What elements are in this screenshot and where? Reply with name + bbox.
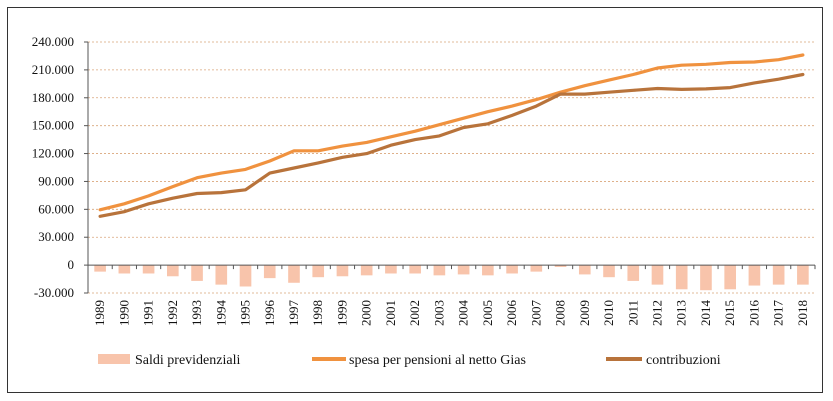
bar-saldi-2010 [603, 265, 615, 278]
y-tick-label: 180.000 [32, 90, 74, 105]
bar-series-saldi-previdenziali [94, 265, 809, 291]
bar-saldi-1990 [118, 265, 131, 274]
y-tick-label: 210.000 [32, 62, 74, 77]
bar-saldi-2015 [724, 265, 736, 290]
y-tick-label: 150.000 [32, 118, 74, 133]
y-tick-label: 90.000 [38, 173, 74, 188]
x-tick-label: 2009 [577, 300, 592, 326]
x-tick-label: 1989 [92, 300, 107, 326]
bar-saldi-1999 [336, 265, 349, 277]
line-series [98, 53, 805, 218]
bar-saldi-1992 [167, 265, 179, 277]
x-tick-label: 2014 [698, 300, 713, 327]
x-tick-label: 2005 [480, 300, 495, 326]
bar-saldi-2003 [433, 265, 446, 276]
legend-label-saldi-previdenziali: Saldi previdenziali [135, 353, 240, 368]
legend-label-spesa-per-pensioni: spesa per pensioni al netto Gias [349, 353, 526, 368]
x-tick-label: 2016 [746, 300, 761, 327]
x-tick-label: 1997 [286, 300, 301, 327]
gridlines [88, 41, 815, 294]
x-tick-label: 2010 [601, 300, 616, 326]
x-tick-label: 1990 [116, 300, 131, 326]
bar-saldi-2012 [651, 265, 664, 285]
x-tick-label: 2002 [407, 300, 422, 326]
x-tick-label: 2018 [795, 300, 810, 326]
bar-saldi-2009 [578, 265, 591, 275]
chart-frame [7, 7, 823, 393]
bar-saldi-2001 [385, 265, 397, 274]
bar-saldi-2006 [506, 265, 518, 274]
x-tick-label: 1999 [334, 300, 349, 326]
x-tick-label: 2003 [431, 300, 446, 326]
x-tick-label: 2006 [504, 300, 519, 327]
line-spesa-per-pensioni [98, 53, 805, 212]
x-tick-labels: 1989 1990 1991 1992 1993 1994 1995 1996 1997 1998… [87, 265, 816, 327]
bar-saldi-1996 [263, 265, 276, 279]
y-tick-label: 120.000 [32, 146, 74, 161]
bar-saldi-2013 [675, 265, 688, 290]
legend-label-contribuzioni: contribuzioni [646, 353, 721, 368]
x-tick-label: 1991 [141, 300, 156, 326]
bar-saldi-2011 [627, 265, 640, 281]
bar-saldi-2002 [409, 265, 421, 274]
y-tick-label: 60.000 [38, 201, 74, 216]
x-tick-label: 1993 [189, 300, 204, 326]
x-tick-label: 1992 [165, 300, 180, 326]
y-tick-labels: 240.000 210.000 180.000 150.000 120.000 90.00… [32, 34, 88, 300]
bar-saldi-1989 [94, 265, 106, 272]
bar-saldi-2000 [360, 265, 373, 276]
bar-saldi-1995 [239, 265, 252, 287]
x-tick-label: 2008 [553, 300, 568, 326]
bar-saldi-2008 [554, 265, 567, 267]
x-tick-label: 2015 [722, 300, 737, 326]
x-tick-label: 2011 [625, 300, 640, 326]
y-tick-label: 30.000 [38, 229, 74, 244]
bar-saldi-2004 [457, 265, 470, 275]
bar-saldi-2016 [748, 265, 761, 286]
x-tick-label: 2004 [456, 300, 471, 327]
x-tick-label: 1995 [238, 300, 253, 326]
y-tick-label: 0 [68, 257, 75, 272]
bar-saldi-2014 [700, 265, 712, 291]
legend-swatch-saldi-previdenziali [98, 354, 130, 364]
y-tick-label: -30.000 [34, 285, 74, 300]
bar-saldi-1998 [312, 265, 325, 278]
x-tick-label: 2000 [359, 300, 374, 326]
x-tick-label: 2017 [771, 300, 786, 327]
x-tick-label: 2013 [674, 300, 689, 326]
x-tick-label: 1994 [213, 300, 228, 327]
x-tick-label: 2001 [383, 300, 398, 326]
x-tick-label: 2007 [528, 300, 543, 327]
bar-saldi-2018 [797, 265, 809, 285]
legend: Saldi previdenziali spesa per pensioni a… [98, 353, 721, 368]
bar-saldi-2017 [772, 265, 785, 285]
bar-saldi-1994 [215, 265, 228, 285]
bar-saldi-1997 [288, 265, 300, 283]
x-tick-label: 1996 [262, 300, 277, 327]
bar-saldi-1991 [142, 265, 155, 274]
bar-saldi-2005 [482, 265, 494, 276]
x-tick-label: 1998 [310, 300, 325, 326]
bar-saldi-1993 [191, 265, 203, 281]
bar-saldi-2007 [530, 265, 543, 272]
x-tick-label: 2012 [649, 300, 664, 326]
y-tick-label: 240.000 [32, 34, 74, 49]
line-contribuzioni [98, 72, 805, 218]
